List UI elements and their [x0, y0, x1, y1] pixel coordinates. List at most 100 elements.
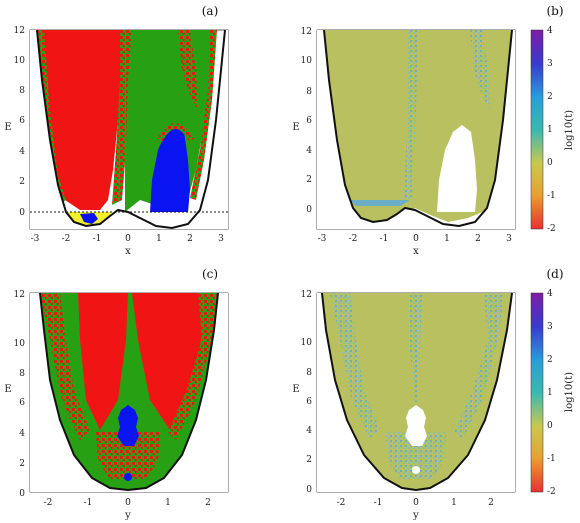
panel-d-ytick: 6: [306, 397, 312, 407]
panel-b-yticks: 0 2 4 6 8 10 12: [301, 27, 313, 215]
panel-d-ytick: 8: [306, 368, 312, 378]
panel-a-ytick: 6: [19, 116, 25, 126]
panel-d-ytick: 4: [306, 426, 312, 436]
panel-c-fractal-band-left: [40, 293, 90, 440]
panel-d-xtick: 1: [451, 498, 457, 508]
panel-b-cb-tick: 3: [547, 59, 553, 69]
panel-a-fractal-band-center: [112, 30, 132, 205]
panel-a-xtick: -3: [31, 234, 40, 244]
panel-d-fractal-band-right: [454, 293, 504, 440]
panel-a-fractal-band-right: [178, 30, 198, 110]
panel-c-blue-region-upper: [117, 405, 139, 446]
panel-a-ylabel: E: [4, 122, 11, 133]
panel-b-cb-tick: -2: [547, 224, 556, 234]
panel-c-ytick: 4: [19, 429, 25, 439]
panel-d-ytick: 0: [306, 485, 312, 495]
panel-d-forbidden-region: [317, 293, 515, 492]
panel-b: -3 -2 -1 0 1 2 3 0 2 4 6 8 10 12 x E (b)…: [292, 4, 575, 257]
panel-b-ytick: 2: [306, 175, 312, 185]
panel-b-cb-tick: 1: [547, 125, 553, 135]
panel-a-small-blue-region: [80, 213, 98, 224]
panel-b-colorbar-gradient: [530, 29, 544, 230]
panel-b-xtick: -1: [380, 234, 389, 244]
panel-c-blue-region-lower: [124, 473, 132, 481]
panel-c-xticks: -2 -1 0 1 2: [44, 498, 211, 508]
panel-d-cb-tick: -1: [547, 454, 556, 464]
panel-d-colorbar-label: log10(t): [564, 372, 575, 412]
panel-a-xtick: 2: [187, 234, 193, 244]
panel-a-red-region: [37, 30, 125, 210]
panel-b-forbidden-region: [317, 30, 515, 229]
panel-a-potential-curve: [36, 29, 226, 230]
panel-b-ytick: 0: [306, 205, 312, 215]
panel-d-ytick: 12: [301, 290, 312, 300]
panel-d-cb-tick: 4: [547, 289, 553, 299]
panel-d-xtick: -1: [374, 498, 383, 508]
panel-a-forbidden-region: [30, 30, 228, 229]
panel-d-potential-curve: [321, 292, 513, 492]
panel-d-ytick: 2: [306, 455, 312, 465]
panel-a-xtick: -2: [62, 234, 71, 244]
panel-b-ytick: 4: [306, 146, 312, 156]
panel-c-fractal-band-bottom: [96, 432, 160, 480]
panel-c-ytick: 2: [19, 459, 25, 469]
panel-d-xtick: 0: [413, 498, 419, 508]
panel-a-blue-region: [150, 125, 190, 212]
panel-b-ytick: 6: [306, 116, 312, 126]
panel-b-cb-tick: -1: [547, 191, 556, 201]
panel-d-xtick: 2: [488, 498, 494, 508]
panel-b-colorbar: 4 3 2 1 0 -1 -2 log10(t): [530, 26, 575, 234]
panel-b-xtick: 3: [506, 234, 512, 244]
panel-d-cb-tick: -2: [547, 487, 556, 497]
panel-b-xtick: -3: [318, 234, 327, 244]
panel-b-teal-band: [350, 200, 410, 206]
panel-b-ytick: 12: [301, 27, 312, 37]
panel-a-xlabel: x: [125, 246, 131, 257]
panel-d-cb-tick: 1: [547, 388, 553, 398]
panel-a: -3 -2 -1 0 1 2 3 0 2 4 6 8 10 12 x E (a): [4, 4, 229, 257]
panel-d-cb-tick: 2: [547, 355, 553, 365]
panel-b-white-lobe: [437, 125, 477, 212]
panel-a-ytick: 10: [14, 56, 26, 66]
panel-a-xtick: 1: [156, 234, 162, 244]
panel-d-white-region-upper: [405, 405, 427, 446]
panel-d-fractal-band-center: [410, 293, 422, 410]
panel-b-xlabel: x: [413, 246, 419, 257]
panel-a-label: (a): [202, 4, 219, 18]
panel-c-xtick: -2: [44, 498, 53, 508]
panel-b-cb-tick: 2: [547, 92, 553, 102]
panel-b-cb-tick: 0: [547, 158, 553, 168]
panel-b-fractal-band-right: [470, 30, 490, 110]
panel-b-potential-curve: [323, 29, 513, 228]
panel-c-xtick: 0: [125, 498, 131, 508]
panel-d-fractal-band-left: [330, 293, 380, 440]
panel-c: -2 -1 0 1 2 0 2 4 6 8 10 12 y E (c): [4, 267, 229, 521]
panel-c-xlabel: y: [124, 510, 131, 521]
panel-a-yticks: 0 2 4 6 8 10 12: [14, 26, 26, 218]
panel-a-ytick: 2: [19, 177, 25, 187]
panel-c-xtick: 2: [205, 498, 211, 508]
panel-b-colorbar-label: log10(t): [564, 110, 575, 150]
panel-b-fractal-band-center: [404, 30, 418, 200]
panel-a-fractal-band-edge: [190, 30, 217, 200]
panel-c-fractal-band-right: [168, 293, 218, 440]
panel-a-ytick: 4: [19, 147, 25, 157]
panel-c-xtick: -1: [84, 498, 93, 508]
panel-a-ytick: 8: [19, 86, 25, 96]
panel-d-yticks: 0 2 4 6 8 10 12: [301, 290, 313, 495]
panel-b-ytick: 8: [306, 87, 312, 97]
panel-b-xticks: -3 -2 -1 0 1 2 3: [318, 234, 513, 244]
panel-d-fractal-band-bottom: [386, 432, 446, 480]
panel-c-ytick: 12: [14, 290, 25, 300]
panel-d-cb-tick: 3: [547, 322, 553, 332]
panel-c-potential-curve: [39, 292, 219, 492]
panel-a-xtick: -1: [93, 234, 102, 244]
panel-c-yticks: 0 2 4 6 8 10 12: [14, 290, 26, 499]
panel-d-xlabel: y: [412, 510, 419, 521]
panel-c-ytick: 10: [14, 339, 26, 349]
panel-b-ylabel: E: [292, 122, 299, 133]
panel-b-label: (b): [546, 4, 563, 18]
panel-c-ylabel: E: [4, 384, 11, 395]
panel-b-xtick: 1: [444, 234, 450, 244]
panel-c-ytick: 8: [19, 369, 25, 379]
